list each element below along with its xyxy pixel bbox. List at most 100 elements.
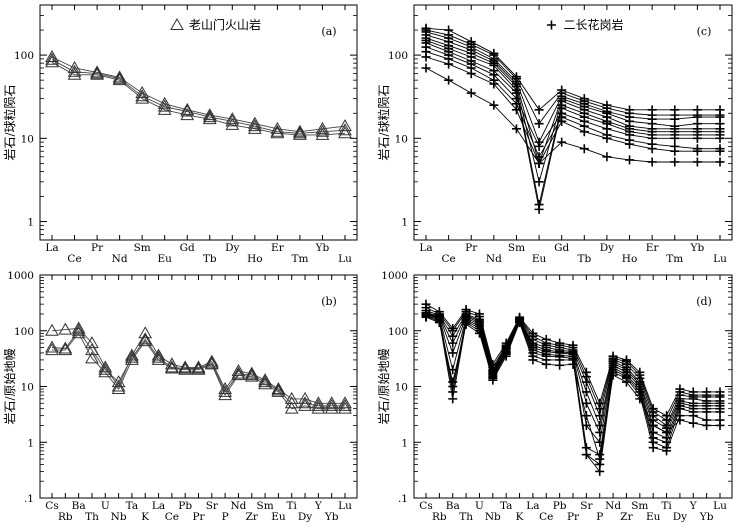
triangle-marker — [204, 354, 219, 367]
plus-marker — [702, 420, 712, 430]
x-tick-label-ti: Ti — [287, 500, 298, 512]
triangle-marker — [157, 96, 172, 109]
triangle-marker — [112, 73, 127, 86]
x-tick-label-eu: Eu — [271, 511, 286, 523]
series-line — [51, 327, 345, 404]
series-a-1 — [45, 49, 352, 137]
triangle-marker — [315, 121, 330, 134]
series-line — [425, 39, 720, 205]
plus-marker — [647, 144, 657, 154]
y-tick-label: .1 — [398, 493, 408, 505]
series-line — [425, 315, 720, 466]
plus-marker — [421, 312, 431, 322]
triangle-marker — [338, 396, 352, 409]
y-axis-label: 岩石/原始地幔 — [376, 348, 391, 424]
x-tick-label-y: Y — [314, 500, 323, 512]
triangle-marker — [202, 110, 217, 123]
x-tick-label-yb: Yb — [690, 242, 705, 254]
triangle-marker — [85, 336, 99, 349]
triangle-marker — [111, 382, 126, 395]
series-a-3 — [45, 55, 352, 140]
plus-marker — [692, 157, 702, 167]
x-tick-label-ce: Ce — [165, 511, 179, 523]
x-tick-label-nd: Nd — [605, 500, 621, 512]
y-axis-label: 岩石/球粒陨石 — [2, 84, 17, 160]
triangle-marker — [191, 362, 206, 375]
triangle-marker — [244, 366, 259, 379]
series-line — [425, 316, 720, 473]
plus-marker — [448, 348, 458, 358]
x-tick-label-p: P — [222, 511, 229, 523]
triangle-marker — [293, 126, 307, 139]
plus-marker — [635, 394, 645, 404]
triangle-marker — [85, 351, 99, 364]
plus-marker — [534, 177, 544, 187]
x-tick-label-sr: Sr — [206, 500, 219, 512]
x-tick-label-lu: Lu — [338, 253, 352, 265]
x-tick-label-la: La — [152, 500, 165, 512]
y-tick-label: 1000 — [7, 270, 34, 282]
plus-marker — [602, 152, 612, 162]
plus-marker — [515, 318, 525, 328]
plus-marker — [534, 119, 544, 129]
x-tick-label-gd: Gd — [180, 242, 195, 254]
triangle-marker — [225, 112, 240, 125]
triangle-marker — [85, 343, 99, 356]
series-d-6 — [421, 310, 725, 447]
triangle-marker — [138, 332, 153, 345]
triangle-marker — [338, 123, 352, 136]
x-tick-label-yb: Yb — [324, 511, 339, 523]
triangle-marker — [111, 375, 126, 388]
plus-marker — [648, 420, 658, 430]
triangle-marker — [112, 70, 127, 83]
x-tick-label-dy: Dy — [298, 511, 312, 523]
plot-frame — [39, 274, 358, 499]
plus-marker — [421, 52, 431, 62]
triangle-marker — [165, 361, 179, 374]
plus-marker — [648, 443, 658, 453]
plus-marker — [662, 446, 672, 456]
x-tick-label-dy: Dy — [225, 242, 239, 254]
x-tick-label-ce: Ce — [441, 253, 455, 265]
triangle-marker — [90, 65, 104, 78]
series-b-1 — [45, 321, 352, 409]
x-tick-label-nd: Nd — [112, 253, 128, 265]
y-tick-label: 1 — [401, 437, 408, 449]
x-tick-label-ho: Ho — [622, 253, 637, 265]
triangle-marker — [157, 99, 172, 112]
triangle-marker — [125, 352, 139, 365]
plus-marker — [534, 158, 544, 168]
triangle-marker — [125, 350, 139, 363]
plus-marker — [670, 133, 680, 143]
plus-marker — [501, 351, 511, 361]
triangle-marker — [138, 326, 153, 339]
x-tick-label-eu: Eu — [157, 253, 172, 265]
plus-marker — [511, 124, 521, 134]
plus-marker — [670, 146, 680, 156]
triangle-marker — [45, 52, 59, 65]
plus-marker — [474, 328, 484, 338]
plot-frame — [413, 4, 733, 241]
x-tick-label-ta: Ta — [126, 500, 138, 512]
triangle-marker — [271, 384, 286, 397]
triangle-marker — [58, 341, 73, 354]
series-line — [425, 27, 720, 111]
plus-marker — [444, 59, 454, 69]
plus-marker — [541, 359, 551, 369]
x-tick-label-ce: Ce — [539, 511, 553, 523]
plus-marker — [595, 454, 605, 464]
y-tick-label: 10 — [395, 382, 408, 394]
x-tick-label-ho: Ho — [247, 253, 262, 265]
x-tick-label-sm: Sm — [508, 242, 525, 254]
plus-marker — [466, 69, 476, 79]
panel-c: 1 10 100 La Ce Pr Nd Sm Eu Gd Tb Dy Ho Er Tm Yb Lu 岩石/球粒陨… — [376, 4, 733, 265]
series-b-3 — [45, 326, 352, 414]
triangle-marker — [298, 398, 312, 411]
triangle-marker — [270, 124, 285, 137]
x-tick-label-pr: Pr — [91, 242, 104, 254]
plus-marker — [662, 427, 672, 437]
y-tick-label: 10 — [21, 133, 34, 145]
triangle-marker — [202, 108, 217, 121]
x-tick-label-la: La — [419, 242, 432, 254]
plus-marker — [489, 100, 499, 110]
